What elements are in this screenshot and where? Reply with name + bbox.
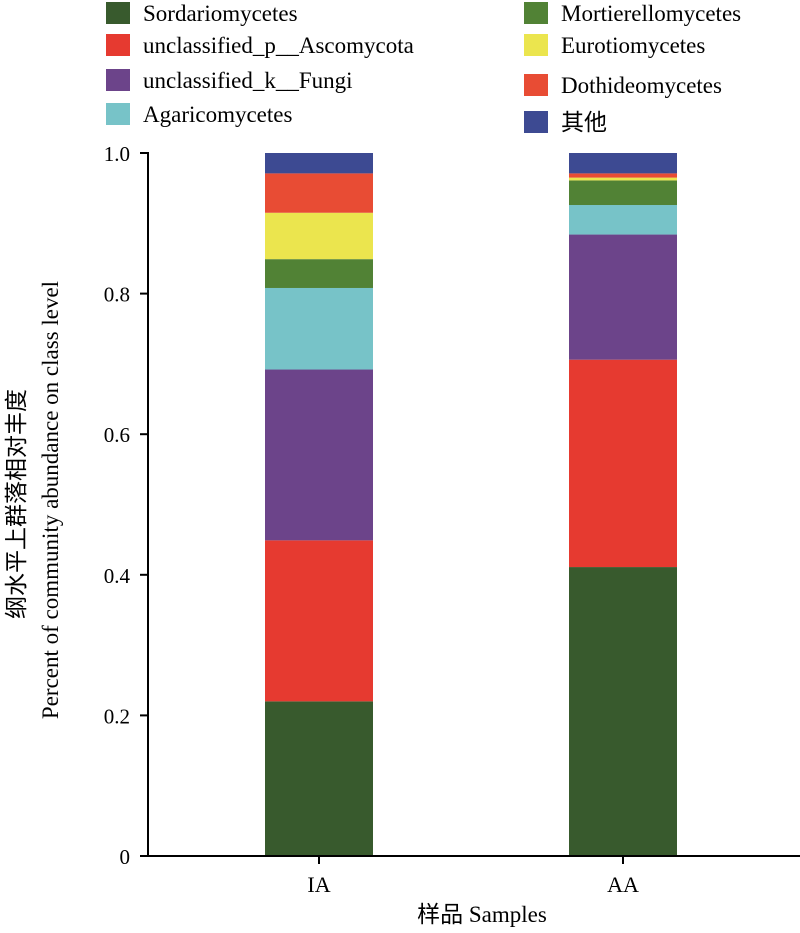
bar-segment-ia-4 xyxy=(265,259,373,288)
x-category-labels: IA AA xyxy=(307,856,639,897)
legend-label: Agaricomycetes xyxy=(143,102,292,127)
legend-label: Eurotiomycetes xyxy=(561,33,705,58)
legend-label: Dothideomycetes xyxy=(561,73,722,98)
legend-swatch xyxy=(524,111,548,133)
legend-swatch xyxy=(106,34,130,56)
legend-swatch xyxy=(106,2,130,24)
bar-segment-aa-6 xyxy=(569,173,677,178)
bar-segment-ia-7 xyxy=(265,153,373,174)
bar-segment-ia-3 xyxy=(265,287,373,370)
y-tick-label: 0.6 xyxy=(104,423,130,447)
x-category-label: AA xyxy=(607,872,639,897)
legend-swatch xyxy=(524,2,548,24)
bar-segment-ia-6 xyxy=(265,173,373,213)
bar-segment-aa-4 xyxy=(569,180,677,206)
y-tick-label: 0 xyxy=(120,845,131,869)
y-axis-title-cn: 纲水平上群落相对丰度 xyxy=(4,389,29,619)
bars xyxy=(265,153,677,856)
legend-label: Sordariomycetes xyxy=(143,1,298,26)
y-tick-label: 0.8 xyxy=(104,283,130,307)
legend-label: unclassified_k__Fungi xyxy=(143,68,353,93)
y-tick-label: 0.2 xyxy=(104,704,130,728)
bar-segment-ia-0 xyxy=(265,701,373,856)
legend-swatch xyxy=(524,34,548,56)
x-category-label: IA xyxy=(307,872,330,897)
bar-segment-aa-1 xyxy=(569,359,677,568)
legend-label: Mortierellomycetes xyxy=(561,1,741,26)
bar-segment-aa-2 xyxy=(569,234,677,360)
legend-label: unclassified_p__Ascomycota xyxy=(143,33,414,58)
legend-swatch xyxy=(106,103,130,125)
legend: Sordariomycetes unclassified_p__Ascomycot… xyxy=(106,1,741,135)
bar-segment-ia-5 xyxy=(265,212,373,260)
bar-segment-ia-1 xyxy=(265,540,373,702)
bar-segment-aa-7 xyxy=(569,153,677,174)
legend-swatch xyxy=(106,69,130,91)
legend-swatch xyxy=(524,74,548,96)
bar-segment-ia-2 xyxy=(265,369,373,541)
bar-segment-aa-3 xyxy=(569,205,677,235)
y-tick-label: 0.4 xyxy=(104,564,131,588)
y-tick-label: 1.0 xyxy=(104,142,130,166)
legend-label: 其他 xyxy=(561,110,607,135)
bar-segment-aa-0 xyxy=(569,567,677,856)
bar-segment-aa-5 xyxy=(569,177,677,181)
y-axis-title-en: Percent of community abundance on class … xyxy=(38,281,63,719)
y-ticks: 0 0.2 0.4 0.6 0.8 1.0 xyxy=(104,142,148,869)
axes xyxy=(147,152,800,857)
x-axis-title: 样品 Samples xyxy=(417,902,547,927)
